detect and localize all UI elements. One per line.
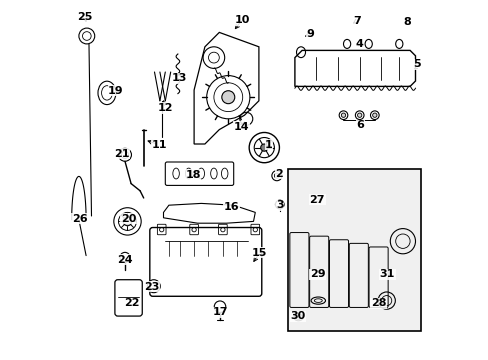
Text: 30: 30: [289, 311, 305, 321]
Text: 2: 2: [275, 168, 283, 179]
Text: 8: 8: [403, 17, 410, 27]
Text: 22: 22: [124, 298, 140, 308]
Text: 15: 15: [251, 248, 267, 258]
Text: 4: 4: [354, 39, 362, 49]
Text: 16: 16: [223, 202, 239, 212]
Text: 27: 27: [309, 195, 325, 205]
Text: 10: 10: [234, 15, 249, 25]
Text: 1: 1: [264, 140, 272, 150]
Text: 13: 13: [171, 73, 186, 84]
Text: 23: 23: [143, 282, 159, 292]
Text: 25: 25: [77, 12, 93, 22]
Text: 9: 9: [305, 29, 313, 39]
Circle shape: [222, 91, 234, 104]
Text: 12: 12: [157, 103, 173, 113]
Text: 20: 20: [121, 213, 136, 224]
Text: 31: 31: [379, 269, 394, 279]
Text: 3: 3: [275, 200, 283, 210]
Circle shape: [260, 144, 267, 151]
Text: 29: 29: [309, 269, 325, 279]
Circle shape: [357, 113, 361, 117]
Text: 5: 5: [412, 59, 420, 69]
FancyBboxPatch shape: [287, 169, 420, 331]
Circle shape: [123, 217, 132, 226]
Text: 24: 24: [117, 255, 133, 265]
Text: 18: 18: [185, 170, 201, 180]
Text: 19: 19: [108, 86, 123, 96]
Text: 17: 17: [212, 307, 228, 317]
Text: 14: 14: [233, 122, 249, 132]
Text: 6: 6: [356, 120, 364, 130]
Text: 21: 21: [114, 149, 130, 159]
Text: 26: 26: [72, 214, 87, 224]
Circle shape: [274, 173, 279, 178]
Text: 7: 7: [352, 16, 360, 26]
Circle shape: [372, 113, 376, 117]
Text: 11: 11: [151, 140, 166, 150]
Text: 28: 28: [370, 298, 386, 308]
Circle shape: [341, 113, 345, 117]
